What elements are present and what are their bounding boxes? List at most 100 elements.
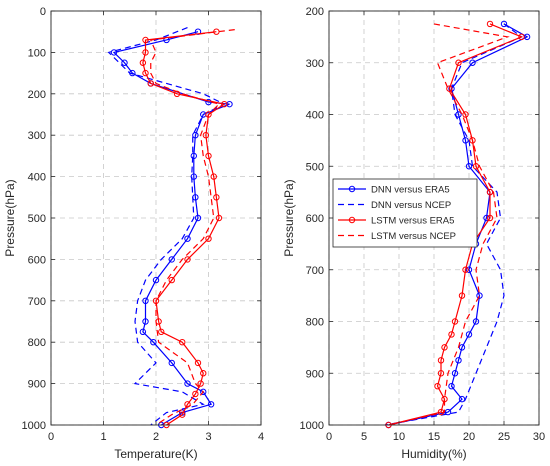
- data-point: [152, 276, 160, 284]
- x-tick-label: 30: [533, 431, 545, 443]
- x-tick-label: 3: [205, 431, 211, 443]
- y-tick-label: 1000: [300, 420, 324, 432]
- data-point: [210, 173, 217, 180]
- data-point: [469, 59, 476, 66]
- legend-entry: DNN versus ERA5: [338, 185, 450, 196]
- series-line: [384, 23, 523, 426]
- legend-label: DNN versus NCEP: [371, 200, 451, 211]
- data-point: [158, 328, 165, 336]
- data-point: [486, 188, 494, 196]
- data-point: [190, 152, 198, 160]
- data-point: [121, 59, 128, 66]
- data-point: [486, 20, 494, 28]
- data-point: [192, 132, 199, 139]
- data-point: [168, 276, 175, 284]
- data-point: [451, 370, 459, 377]
- data-point: [451, 318, 459, 325]
- series-4: [388, 23, 510, 426]
- data-point: [518, 33, 525, 41]
- panel-2: 0 5 10 15 20 25 30 200 300 400 500 600 700 800 900 1000…: [282, 6, 545, 461]
- y-tick-label: 900: [28, 379, 46, 391]
- legend-label: LSTM versus NCEP: [371, 231, 456, 242]
- legend-entry: LSTM versus NCEP: [338, 231, 456, 242]
- data-point: [168, 256, 175, 263]
- data-point: [139, 328, 147, 336]
- legend-label: LSTM versus ERA5: [371, 216, 454, 227]
- data-point: [184, 256, 191, 263]
- series-line: [149, 29, 235, 426]
- data-point: [197, 380, 204, 387]
- legend: DNN versus ERA5 DNN versus NCEP LSTM versu…: [332, 178, 478, 248]
- series-line: [388, 23, 529, 426]
- data-point: [458, 344, 466, 351]
- legend-marker: [348, 185, 356, 193]
- y-tick-label: 400: [306, 110, 324, 122]
- data-point: [500, 20, 508, 28]
- series-line: [142, 31, 226, 426]
- x-axis-label: Humidity(%): [401, 447, 466, 461]
- x-tick-label: 2: [153, 431, 159, 443]
- y-tick-label: 300: [306, 58, 324, 70]
- data-point: [205, 152, 212, 160]
- data-point: [455, 357, 462, 364]
- x-tick-label: 0: [48, 431, 54, 443]
- data-point: [200, 370, 207, 377]
- data-point: [476, 292, 483, 299]
- data-point: [202, 132, 210, 139]
- data-point: [194, 359, 202, 367]
- legend-label: DNN versus ERA5: [371, 185, 450, 196]
- data-point: [472, 318, 480, 325]
- data-point: [437, 357, 445, 364]
- legend-marker: [348, 216, 356, 224]
- y-axis-label: Pressure(hPa): [282, 179, 296, 256]
- series-1: [110, 28, 233, 429]
- data-point: [221, 100, 228, 108]
- y-tick-label: 600: [28, 254, 46, 266]
- x-tick-label: 20: [463, 431, 475, 443]
- y-tick-label: 200: [306, 6, 324, 18]
- legend-entry: LSTM versus ERA5: [338, 216, 454, 227]
- data-point: [205, 111, 212, 118]
- data-point: [147, 80, 154, 87]
- data-point: [110, 49, 118, 56]
- series-line: [388, 23, 524, 426]
- x-tick-label: 15: [428, 431, 440, 443]
- data-point: [486, 214, 494, 222]
- y-tick-label: 500: [306, 161, 324, 173]
- data-point: [455, 111, 462, 118]
- data-point: [168, 359, 175, 367]
- data-point: [142, 318, 149, 325]
- y-tick-label: 100: [28, 47, 46, 59]
- x-tick-label: 1: [100, 431, 106, 443]
- panel-1: 0 1 2 3 4 0 100 200 300 400 500 600 700 800 900 1000 Tem…: [3, 6, 264, 461]
- series-3: [139, 28, 228, 429]
- y-tick-label: 400: [28, 172, 46, 184]
- y-tick-label: 800: [306, 317, 324, 329]
- legend-entry: DNN versus NCEP: [338, 200, 451, 211]
- y-tick-label: 700: [28, 296, 46, 308]
- data-point: [444, 408, 452, 416]
- data-point: [213, 194, 220, 201]
- y-tick-label: 1000: [22, 420, 46, 432]
- data-point: [142, 297, 149, 304]
- series-4: [149, 29, 235, 426]
- x-tick-label: 5: [361, 431, 367, 443]
- x-tick-label: 0: [326, 431, 332, 443]
- data-point: [472, 163, 480, 170]
- data-point: [184, 235, 191, 242]
- y-tick-label: 500: [28, 213, 46, 225]
- data-point: [465, 266, 473, 273]
- data-point: [437, 370, 445, 377]
- x-axis-label: Temperature(K): [114, 447, 197, 461]
- data-point: [483, 214, 490, 222]
- x-tick-label: 25: [498, 431, 510, 443]
- data-point: [139, 59, 147, 66]
- data-point: [179, 339, 186, 346]
- legend-box: [332, 178, 478, 248]
- data-point: [462, 111, 469, 118]
- data-point: [179, 411, 186, 418]
- y-tick-label: 0: [40, 6, 46, 18]
- series-2: [107, 27, 226, 426]
- data-point: [465, 331, 473, 338]
